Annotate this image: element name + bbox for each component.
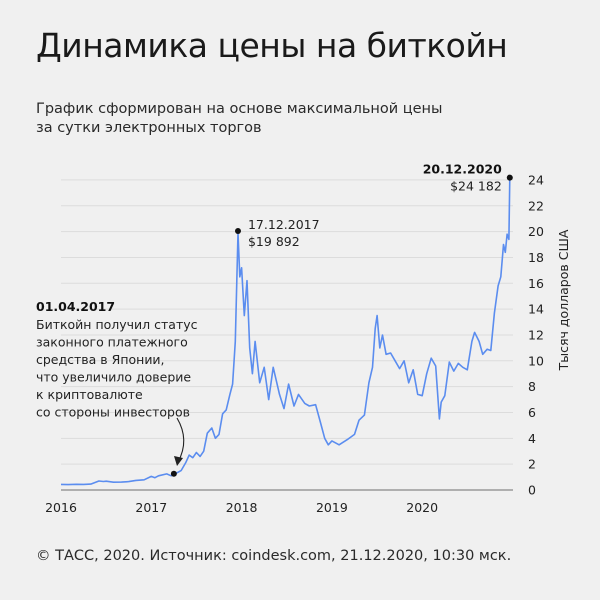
annotations: 01.04.2017 Биткойн получил статус законног… xyxy=(36,162,513,477)
y-tick-label: 6 xyxy=(528,405,536,420)
subtitle-line-2: за сутки электронных торгов xyxy=(36,120,262,136)
annotation-value-2020: $24 182 xyxy=(450,179,502,194)
x-tick-label: 2019 xyxy=(316,500,348,515)
x-tick-label: 2017 xyxy=(135,500,167,515)
annotation-value-2017: $19 892 xyxy=(248,234,300,249)
chart-subtitle: График сформирован на основе максимально… xyxy=(36,100,476,138)
y-tick-label: 2 xyxy=(528,457,536,472)
y-tick-label: 10 xyxy=(528,353,544,368)
annotation-date-2017: 17.12.2017 xyxy=(248,217,320,232)
annotation-text-line: Биткойн получил статус xyxy=(36,317,198,332)
y-tick-label: 8 xyxy=(528,379,536,394)
x-tick-label: 2018 xyxy=(226,500,258,515)
y-tick-label: 16 xyxy=(528,276,544,291)
annotation-date-japan: 01.04.2017 xyxy=(36,299,115,314)
source-footer: © ТАСС, 2020. Источник: coindesk.com, 21… xyxy=(36,548,512,564)
annotation-text-line: со стороны инвесторов xyxy=(36,405,190,420)
y-tick-label: 24 xyxy=(528,172,544,187)
marker-dot-peak-2017 xyxy=(234,227,241,234)
annotation-text-line: что увеличило доверие xyxy=(36,370,191,385)
y-tick-label: 20 xyxy=(528,224,544,239)
x-tick-label: 2020 xyxy=(406,500,438,515)
y-tick-label: 4 xyxy=(528,431,536,446)
annotation-date-2020: 20.12.2020 xyxy=(423,162,502,177)
x-tick-label: 2016 xyxy=(45,500,77,515)
annotation-text-line: к криптовалюте xyxy=(36,387,143,402)
y-tick-label: 14 xyxy=(528,302,544,317)
y-tick-label: 0 xyxy=(528,483,536,498)
annotation-text-line: средства в Японии, xyxy=(36,352,165,367)
marker-dot-peak-2020 xyxy=(506,174,513,181)
arrow-head-icon xyxy=(174,456,183,466)
x-axis-ticks: 2016 2017 2018 2019 2020 xyxy=(45,500,438,515)
y-axis-label: Тысяч долларов США xyxy=(556,229,571,371)
marker-dot-japan xyxy=(170,470,177,477)
annotation-arrow xyxy=(176,417,185,463)
y-tick-label: 18 xyxy=(528,250,544,265)
chart-title: Динамика цены на биткойн xyxy=(36,26,508,65)
subtitle-line-1: График сформирован на основе максимально… xyxy=(36,101,443,117)
y-tick-label: 22 xyxy=(528,198,544,213)
y-tick-label: 12 xyxy=(528,327,544,342)
annotation-text-line: законного платежного xyxy=(36,335,188,350)
